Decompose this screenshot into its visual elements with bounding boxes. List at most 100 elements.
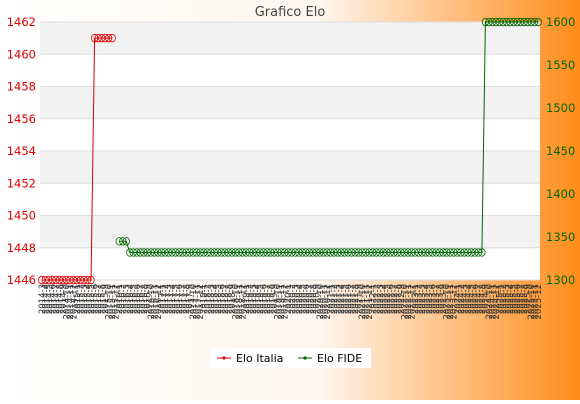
fide-point (344, 248, 352, 257)
fide-point (323, 248, 331, 257)
x-tick-label: 2017-8 (182, 284, 192, 314)
x-tick-label: 2023-1 (411, 284, 421, 314)
fide-point (298, 248, 306, 257)
x-tick-label: 2021-4 (337, 284, 347, 314)
x-tick-label: 2025-12 (534, 284, 544, 320)
fide-point (390, 248, 398, 257)
fide-point (136, 248, 144, 257)
fide-point (288, 248, 296, 257)
x-tick-label: 2020-2 (288, 284, 298, 314)
x-tick-label: 2025-8 (520, 284, 530, 314)
fide-point (242, 248, 250, 257)
x-tick-label: 2024-9 (481, 284, 491, 314)
x-tick-label: 2023-3 (418, 284, 428, 314)
x-tick-label: 2020-8 (309, 284, 319, 314)
fide-point (133, 248, 141, 257)
x-tick-label: 2019-3 (249, 284, 259, 314)
legend-box (211, 348, 371, 368)
fide-point (369, 248, 377, 257)
y-left-tick-label: 1450 (7, 209, 36, 223)
fide-point (393, 248, 401, 257)
italia-point (101, 33, 109, 43)
fide-point (312, 248, 321, 257)
x-tick-label: 2021-11 (362, 284, 372, 320)
x-tick-label: 2025-1 (496, 284, 506, 314)
fide-point (179, 248, 187, 257)
x-tick-label: 2022-7 (390, 284, 400, 314)
x-tick-label: 2019-4 (253, 284, 263, 314)
x-tick-label: 2017-9 (186, 284, 196, 314)
fide-point (267, 248, 275, 257)
fide-point (168, 248, 176, 257)
fide-point (245, 248, 254, 257)
x-tick-label: 2014-7 (52, 284, 62, 314)
fide-point (143, 248, 151, 257)
fide-point (228, 248, 236, 257)
x-tick-label: 2016-11 (150, 284, 160, 320)
fide-point (281, 248, 289, 257)
x-tick-label: 2025-2 (499, 284, 509, 314)
fide-point (446, 248, 454, 257)
x-tick-label: 2022-5 (383, 284, 393, 314)
x-tick-label: 2016-8 (140, 284, 150, 314)
x-tick-label: 2018-2 (203, 284, 213, 314)
fide-point (404, 248, 412, 257)
y-left-tick-label: 1460 (7, 47, 36, 61)
fide-point (126, 248, 134, 257)
x-tick-label: 2018-10 (231, 284, 241, 320)
italia-point (45, 275, 53, 285)
x-tick-label: 2014-8 (55, 284, 65, 314)
x-tick-label: 2019-1 (242, 284, 252, 314)
x-tick-label: 2016-1 (115, 284, 125, 314)
y-left-tick-label: 1454 (7, 144, 36, 158)
x-tick-label: 2025-3 (503, 284, 513, 314)
fide-point (485, 17, 493, 27)
italia-point (87, 275, 95, 285)
x-tick-label: 2022-6 (386, 284, 396, 314)
fide-point (520, 17, 528, 27)
fide-point (436, 248, 444, 257)
x-tick-label: 2025-11 (531, 284, 541, 320)
fide-point (284, 248, 292, 257)
x-tick-label: 2019-8 (267, 284, 277, 314)
y-right-tick-label: 1550 (546, 58, 575, 72)
fide-point (527, 17, 535, 27)
x-tick-label: 2022-12 (407, 284, 417, 320)
fide-point (499, 17, 507, 27)
x-tick-label: 2022-1 (369, 284, 379, 314)
x-tick-label: 2017-3 (165, 284, 175, 314)
fide-point (252, 248, 261, 257)
italia-point (90, 33, 99, 43)
x-tick-label: 2017-10 (189, 284, 199, 320)
fide-point (439, 248, 447, 257)
x-tick-label: 2014-9 (59, 284, 69, 314)
italia-point (41, 275, 49, 285)
fide-point (467, 248, 475, 257)
fide-point (122, 237, 130, 246)
x-tick-label: 2021-3 (334, 284, 344, 314)
fide-point (429, 248, 437, 257)
x-tick-label: 2018-4 (210, 284, 220, 314)
italia-point (66, 275, 74, 285)
fide-point (263, 248, 271, 257)
x-tick-label: 2020-9 (312, 284, 322, 314)
italia-point (94, 33, 102, 43)
fide-point (238, 248, 247, 257)
fide-point (524, 17, 532, 27)
italia-point (55, 275, 63, 285)
x-tick-label: 2025-4 (506, 284, 516, 314)
fide-point (302, 248, 310, 257)
x-tick-label: 2021-5 (341, 284, 351, 314)
x-tick-label: 2025-10 (527, 284, 537, 320)
x-tick-label: 2018-7 (221, 284, 231, 314)
italia-point (69, 275, 78, 285)
fide-point (478, 248, 486, 257)
x-tick-label: 2016-2 (119, 284, 129, 314)
x-tick-label: 2016-3 (122, 284, 132, 314)
fide-point (210, 248, 218, 257)
x-tick-label: 2017-6 (175, 284, 185, 314)
x-tick-label: 2023-7 (432, 284, 442, 314)
x-tick-label: 2023-10 (443, 284, 453, 320)
fide-point (411, 248, 419, 257)
x-tick-label: 2017-12 (196, 284, 206, 320)
